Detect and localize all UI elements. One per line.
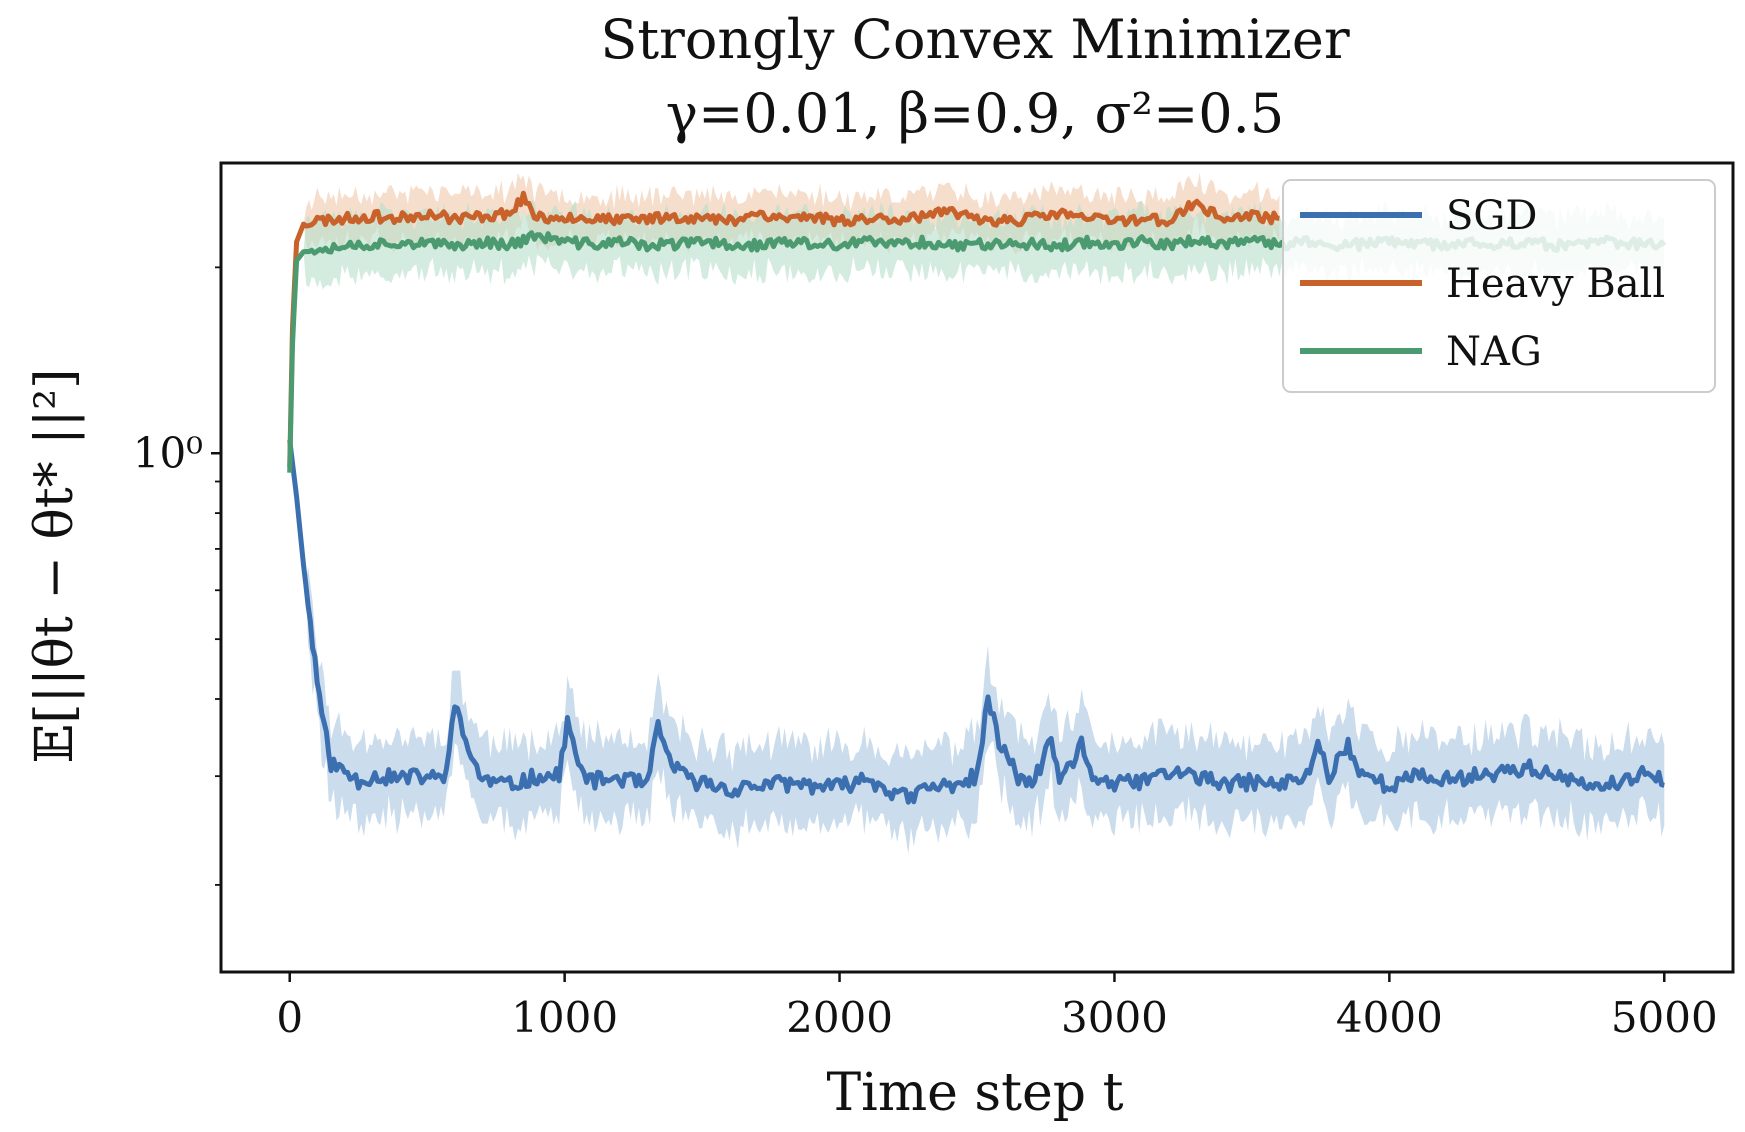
legend-label: Heavy Ball xyxy=(1446,261,1665,307)
series-line-heavy-ball xyxy=(287,190,1280,468)
series-line-sgd xyxy=(287,439,1665,805)
band-nag xyxy=(289,199,1665,473)
x-tick-label: 4000 xyxy=(1336,993,1443,1042)
legend-items: SGD Heavy Ball NAG xyxy=(1300,193,1665,375)
y-tick-label: 10⁰ xyxy=(133,428,203,477)
x-axis-label: Time step t xyxy=(827,1063,1124,1123)
x-tick-label: 3000 xyxy=(1061,993,1168,1042)
plot-frame xyxy=(219,161,1735,974)
legend: SGD Heavy Ball NAG xyxy=(1282,179,1716,393)
legend-box xyxy=(1282,179,1716,393)
x-tick-label: 2000 xyxy=(786,993,893,1042)
y-axis-label: 𝔼[||θt − θt* ||²] xyxy=(25,369,85,764)
x-tick-label: 0 xyxy=(276,993,303,1042)
x-tick-label: 5000 xyxy=(1611,993,1718,1042)
chart-title: Strongly Convex Minimizer xyxy=(600,8,1349,71)
band-sgd xyxy=(289,440,1665,854)
x-tick-label: 1000 xyxy=(511,993,618,1042)
legend-label: NAG xyxy=(1446,329,1542,375)
legend-label: SGD xyxy=(1446,193,1537,239)
y-axis-ticks: 10⁰ xyxy=(133,266,221,886)
x-axis-ticks: 0 1000 2000 3000 4000 5000 xyxy=(276,972,1718,1042)
chart-subtitle: γ=0.01, β=0.9, σ²=0.5 xyxy=(666,82,1284,145)
